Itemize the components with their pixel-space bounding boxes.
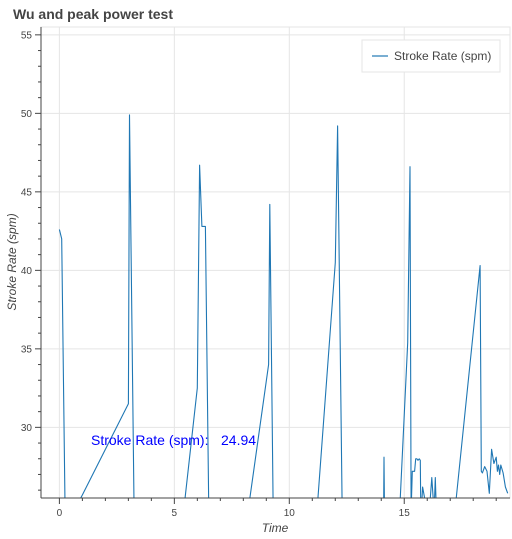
chart-title: Wu and peak power test [13,6,173,22]
y-tick-label: 50 [21,109,33,120]
x-tick-label: 10 [284,508,296,519]
x-tick-label: 0 [57,508,63,519]
legend-label: Stroke Rate (spm) [394,49,491,63]
legend: Stroke Rate (spm) [361,39,501,73]
plot-frame [40,26,511,499]
y-tick-label: 30 [21,423,33,434]
x-axis-label: Time [262,521,289,535]
y-axis-label: Stroke Rate (spm) [5,213,19,310]
y-tick-label: 55 [21,30,33,41]
y-axis-ticks: 30 35 40 45 50 55 [21,30,41,491]
y-tick-label: 35 [21,344,33,355]
series-line-stroke-rate [58,114,509,498]
x-tick-label: 15 [399,508,411,519]
x-tick-label: 5 [172,508,178,519]
annotation-value: 24.94 [221,432,256,448]
y-tick-label: 45 [21,187,33,198]
y-tick-label: 40 [21,266,33,277]
hover-annotation: Stroke Rate (spm): 24.94 [91,432,256,448]
series-group [58,114,509,498]
x-axis-ticks: 0 5 10 15 [57,498,497,519]
annotation-label: Stroke Rate (spm): [91,432,208,448]
